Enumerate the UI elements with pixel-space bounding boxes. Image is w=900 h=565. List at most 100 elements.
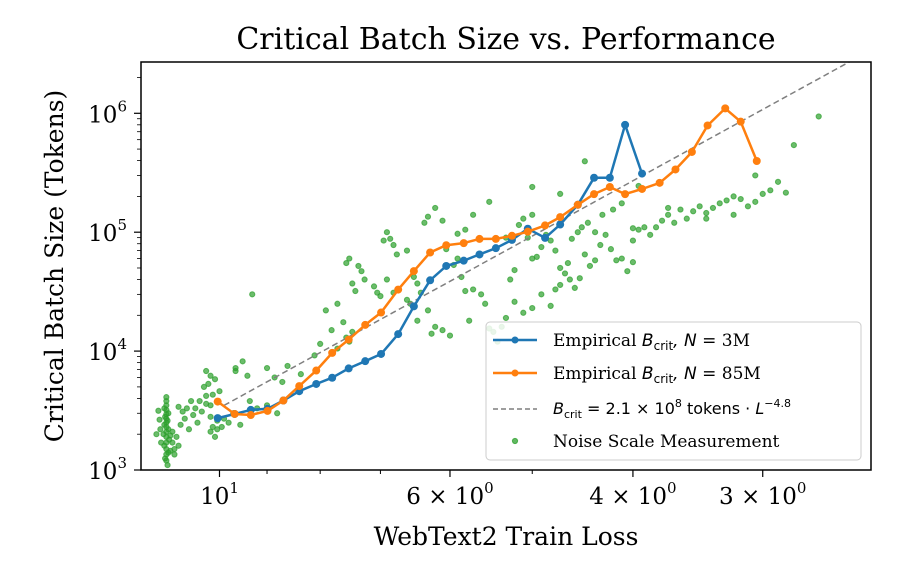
noise-scale-point	[462, 226, 469, 233]
noise-scale-point	[244, 372, 251, 379]
x-tick-base: 4 × 10	[589, 484, 667, 510]
noise-scale-point	[194, 419, 201, 426]
noise-scale-point	[246, 397, 253, 405]
noise-scale-point	[547, 302, 554, 309]
noise-scale-point	[432, 323, 439, 330]
noise-scale-point	[511, 298, 518, 305]
noise-scale-point	[192, 405, 199, 412]
empirical-point-3m	[541, 233, 550, 242]
empirical-point-3m	[361, 357, 370, 366]
empirical-point-3m	[491, 244, 500, 253]
noise-scale-point	[183, 405, 190, 412]
noise-scale-point	[752, 172, 759, 179]
noise-scale-point	[486, 198, 493, 205]
x-axis-label: WebText2 Train Loss	[374, 522, 639, 551]
noise-scale-point	[424, 307, 432, 314]
noise-scale-point	[515, 221, 523, 229]
noise-scale-point	[328, 327, 335, 334]
noise-scale-point	[716, 200, 723, 207]
empirical-point-85m	[459, 239, 468, 248]
noise-scale-point	[609, 206, 617, 213]
legend-math-l: L	[755, 399, 764, 418]
noise-scale-point	[171, 451, 178, 458]
noise-scale-point	[160, 431, 167, 438]
empirical-point-3m	[426, 276, 435, 285]
y-tick-label: 105	[88, 216, 127, 247]
legend-suffix: = 85M	[697, 364, 761, 384]
legend-fit-exp2: −4.8	[764, 397, 791, 410]
noise-scale-point	[561, 270, 569, 277]
noise-scale-point	[439, 327, 446, 334]
fit-line	[223, 62, 851, 407]
noise-scale-point	[759, 190, 766, 197]
x-tick-label: 101	[200, 479, 239, 510]
legend-math-n: , N	[673, 331, 697, 351]
legend-prefix: Empirical	[553, 331, 642, 351]
noise-scale-point	[723, 197, 730, 204]
noise-scale-point	[618, 200, 625, 207]
empirical-point-85m	[213, 397, 222, 406]
chart-title: Critical Batch Size vs. Performance	[236, 22, 775, 57]
noise-scale-point	[317, 340, 324, 347]
empirical-point-3m	[312, 379, 321, 388]
x-tick-label: 4 × 100	[589, 479, 676, 510]
empirical-point-3m	[377, 349, 386, 358]
noise-scale-point	[346, 255, 353, 262]
noise-scale-point	[703, 215, 710, 222]
x-tick-exp: 0	[667, 479, 677, 497]
noise-scale-point	[624, 268, 631, 275]
noise-scale-point	[237, 421, 244, 428]
noise-scale-point	[538, 291, 545, 298]
empirical-point-85m	[263, 406, 272, 415]
empirical-point-85m	[590, 190, 599, 199]
noise-scale-point	[274, 410, 281, 417]
noise-scale-point	[529, 211, 536, 218]
empirical-point-85m	[541, 221, 550, 230]
empirical-point-85m	[721, 104, 730, 113]
noise-scale-point	[709, 204, 717, 212]
noise-scale-point	[533, 253, 540, 260]
noise-scale-point	[432, 204, 439, 212]
noise-scale-point	[349, 280, 356, 287]
noise-scale-point	[547, 237, 554, 244]
noise-scale-point	[211, 433, 219, 440]
noise-scale-point	[196, 397, 203, 405]
noise-scale-point	[658, 217, 666, 224]
noise-scale-point	[383, 276, 391, 283]
noise-scale-point	[200, 383, 208, 390]
empirical-point-3m	[442, 261, 451, 270]
legend-fit-exp: 8	[675, 397, 682, 410]
empirical-point-85m	[507, 231, 516, 240]
empirical-point-3m	[394, 330, 403, 339]
noise-scale-point	[591, 257, 599, 264]
x-tick-exp: 0	[484, 479, 494, 497]
noise-scale-point	[414, 280, 421, 287]
noise-scale-point	[207, 428, 214, 435]
empirical-point-85m	[279, 396, 288, 405]
empirical-point-3m	[213, 414, 222, 423]
noise-scale-point	[421, 219, 428, 226]
legend-math-b: B	[553, 399, 564, 418]
x-tick-label: 3 × 100	[719, 479, 806, 510]
legend-math-b: B	[642, 331, 654, 351]
empirical-point-3m	[344, 364, 353, 373]
noise-scale-point	[428, 330, 435, 337]
legend-fit-text: = 2.1 × 10	[582, 399, 675, 418]
noise-scale-point	[209, 391, 216, 398]
noise-scale-point	[190, 411, 197, 419]
x-tick-exp: 0	[797, 479, 807, 497]
noise-scale-point	[355, 262, 362, 270]
noise-scale-point	[703, 209, 710, 217]
empirical-point-3m	[556, 220, 565, 229]
noise-scale-point	[557, 281, 564, 289]
noise-scale-point	[358, 268, 365, 275]
x-axis-ticks: 101 6 × 100 4 × 100 3 × 100	[200, 470, 806, 510]
noise-scale-point	[207, 402, 214, 409]
empirical-point-85m	[312, 366, 321, 375]
empirical-point-85m	[361, 320, 370, 329]
noise-scale-point	[211, 376, 219, 383]
empirical-point-3m	[605, 173, 614, 182]
empirical-point-85m	[328, 348, 337, 357]
noise-scale-point	[185, 426, 193, 433]
